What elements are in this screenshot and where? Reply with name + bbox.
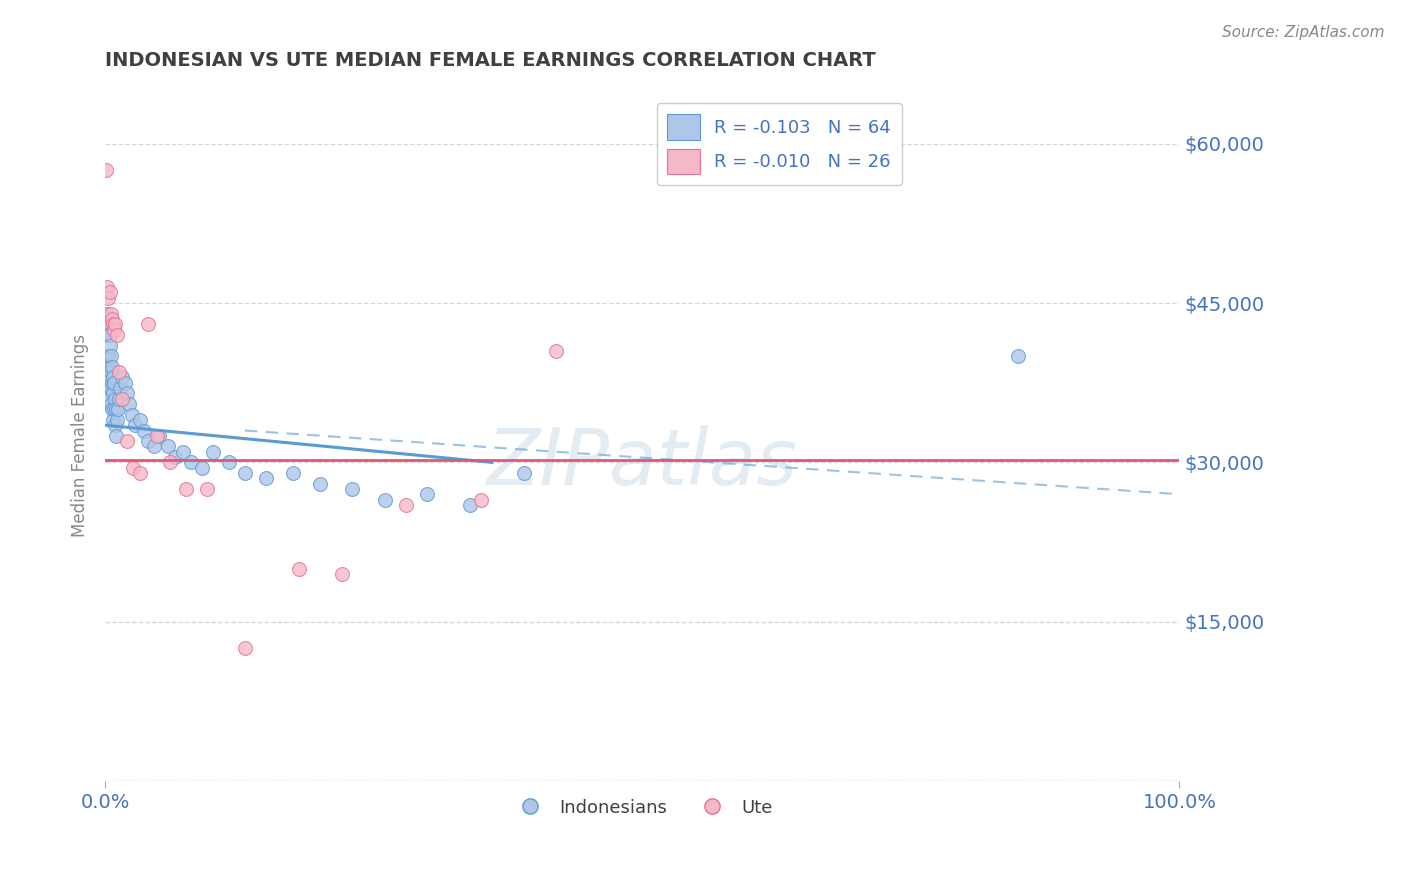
Point bbox=[96, 349, 118, 363]
Point bbox=[101, 318, 124, 332]
Point bbox=[107, 402, 129, 417]
Point bbox=[100, 307, 122, 321]
Point bbox=[1007, 349, 1029, 363]
Text: Source: ZipAtlas.com: Source: ZipAtlas.com bbox=[1222, 25, 1385, 40]
Point bbox=[156, 440, 179, 454]
Y-axis label: Median Female Earnings: Median Female Earnings bbox=[72, 334, 89, 537]
Point bbox=[163, 450, 186, 464]
Point bbox=[101, 386, 124, 401]
Point bbox=[233, 641, 256, 656]
Text: ZIPatlas: ZIPatlas bbox=[486, 425, 797, 501]
Point bbox=[115, 434, 138, 449]
Point bbox=[98, 285, 121, 300]
Point bbox=[174, 482, 197, 496]
Point bbox=[100, 397, 122, 411]
Point bbox=[330, 566, 353, 581]
Point bbox=[172, 444, 194, 458]
Point bbox=[100, 359, 122, 374]
Point bbox=[96, 280, 118, 294]
Point bbox=[128, 466, 150, 480]
Point bbox=[218, 455, 240, 469]
Point bbox=[111, 370, 134, 384]
Point bbox=[546, 343, 568, 358]
Point bbox=[108, 365, 131, 379]
Point bbox=[146, 429, 169, 443]
Point bbox=[104, 429, 127, 443]
Point bbox=[142, 440, 165, 454]
Point bbox=[100, 312, 122, 326]
Point bbox=[97, 291, 120, 305]
Point bbox=[104, 402, 127, 417]
Point bbox=[136, 434, 159, 449]
Point bbox=[100, 349, 122, 363]
Point bbox=[195, 482, 218, 496]
Point bbox=[309, 476, 332, 491]
Point bbox=[128, 413, 150, 427]
Point bbox=[124, 418, 146, 433]
Point bbox=[96, 163, 118, 178]
Point bbox=[96, 370, 118, 384]
Point bbox=[118, 397, 141, 411]
Point bbox=[96, 318, 118, 332]
Point bbox=[108, 392, 131, 406]
Point bbox=[104, 392, 127, 406]
Point bbox=[148, 429, 170, 443]
Point bbox=[101, 413, 124, 427]
Point bbox=[122, 460, 145, 475]
Point bbox=[513, 466, 536, 480]
Point bbox=[97, 349, 120, 363]
Point bbox=[103, 376, 125, 390]
Point bbox=[201, 444, 224, 458]
Point bbox=[105, 413, 128, 427]
Point bbox=[100, 402, 122, 417]
Point bbox=[373, 492, 395, 507]
Legend: Indonesians, Ute: Indonesians, Ute bbox=[505, 791, 780, 823]
Point bbox=[132, 424, 155, 438]
Point bbox=[287, 561, 309, 575]
Point bbox=[98, 327, 121, 342]
Text: INDONESIAN VS UTE MEDIAN FEMALE EARNINGS CORRELATION CHART: INDONESIAN VS UTE MEDIAN FEMALE EARNINGS… bbox=[105, 51, 876, 70]
Point bbox=[104, 318, 127, 332]
Point bbox=[159, 455, 181, 469]
Point bbox=[416, 487, 439, 501]
Point bbox=[103, 402, 125, 417]
Point bbox=[100, 381, 122, 395]
Point bbox=[110, 381, 132, 395]
Point bbox=[254, 471, 277, 485]
Point bbox=[395, 498, 418, 512]
Point bbox=[114, 376, 136, 390]
Point bbox=[97, 370, 120, 384]
Point bbox=[470, 492, 492, 507]
Point bbox=[96, 307, 118, 321]
Point bbox=[96, 349, 118, 363]
Point bbox=[97, 392, 120, 406]
Point bbox=[100, 365, 122, 379]
Point bbox=[115, 386, 138, 401]
Point bbox=[342, 482, 364, 496]
Point bbox=[191, 460, 214, 475]
Point bbox=[111, 392, 134, 406]
Point bbox=[97, 327, 120, 342]
Point bbox=[136, 318, 159, 332]
Point bbox=[96, 327, 118, 342]
Point bbox=[98, 359, 121, 374]
Point bbox=[180, 455, 202, 469]
Point bbox=[100, 376, 122, 390]
Point bbox=[103, 323, 125, 337]
Point bbox=[105, 327, 128, 342]
Point bbox=[97, 318, 120, 332]
Point bbox=[121, 408, 143, 422]
Point bbox=[96, 327, 118, 342]
Point bbox=[98, 338, 121, 352]
Point bbox=[101, 370, 124, 384]
Point bbox=[283, 466, 305, 480]
Point bbox=[98, 381, 121, 395]
Point bbox=[460, 498, 482, 512]
Point bbox=[233, 466, 256, 480]
Point bbox=[104, 418, 127, 433]
